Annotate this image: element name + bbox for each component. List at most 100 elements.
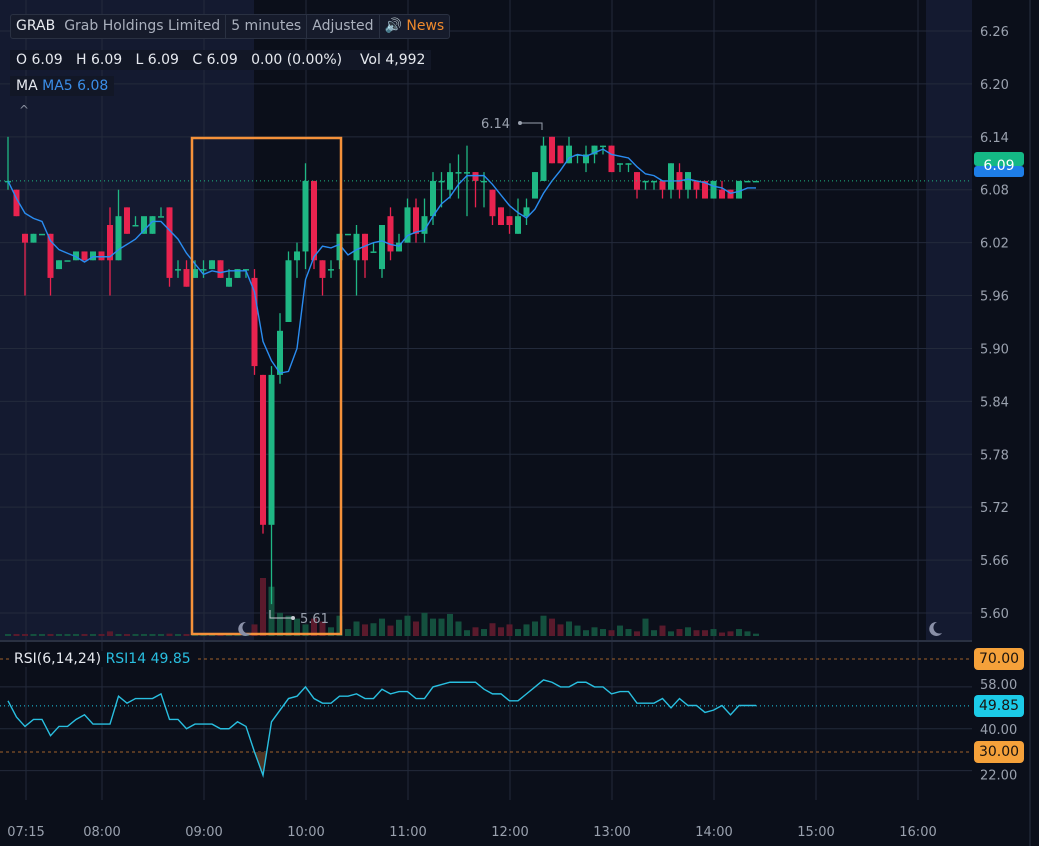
candle-body: [413, 207, 419, 234]
candle-body: [642, 180, 649, 183]
volume-bar: [319, 621, 326, 636]
low-marker-dot: [291, 616, 295, 620]
last-price-label: 6.09: [983, 158, 1014, 174]
ohlc-readout: O 6.09 H 6.09 L 6.09 C 6.09 0.00 (0.00%)…: [10, 50, 432, 70]
volume-bar: [149, 634, 156, 636]
candle-body: [693, 180, 700, 190]
volume-bar: [379, 618, 385, 636]
volume-bar: [736, 629, 742, 636]
volume-bar: [744, 631, 751, 636]
volume-bar: [362, 624, 368, 636]
price-tick-label: 6.08: [980, 184, 1009, 199]
volume-bar: [13, 634, 20, 636]
candle-body: [719, 189, 725, 199]
time-tick-label: 15:00: [797, 825, 834, 840]
candle-body: [166, 207, 173, 278]
volume-bar: [39, 634, 45, 636]
volume-bar: [353, 621, 360, 636]
candle-body: [600, 145, 606, 148]
rsi-line: [7, 679, 756, 779]
candle-body: [243, 269, 249, 271]
volume-bar: [659, 625, 666, 636]
volume-bar: [583, 630, 589, 636]
candle-body: [583, 154, 589, 164]
candle-body: [379, 224, 385, 270]
adjust-selector[interactable]: Adjusted: [307, 15, 380, 38]
candle-body: [549, 136, 555, 164]
candle-body: [234, 269, 241, 278]
candle-body: [124, 207, 130, 234]
premarket-shade: [0, 0, 254, 640]
price-tick-label: 5.96: [980, 290, 1009, 305]
volume-bar: [22, 634, 28, 636]
candle-body: [277, 330, 283, 375]
news-button[interactable]: 🔊 News: [380, 15, 450, 38]
candle-body: [489, 189, 496, 217]
price-tick-label: 5.72: [980, 501, 1009, 516]
time-tick-label: 12:00: [491, 825, 528, 840]
collapse-caret-icon[interactable]: ^: [19, 103, 30, 117]
volume-bar: [447, 613, 453, 636]
volume-bar: [557, 624, 564, 636]
candle-body: [515, 216, 521, 234]
candle-body: [73, 251, 79, 261]
volume-bar: [345, 629, 351, 636]
candle-body: [455, 172, 462, 174]
afterhours-shade: [926, 0, 972, 640]
volume-bar: [523, 624, 530, 636]
candle-body: [608, 145, 615, 173]
candle-body: [625, 163, 632, 165]
volume-bar: [124, 634, 130, 636]
volume-bar: [370, 623, 377, 636]
volume-bar: [56, 634, 62, 636]
volume-bar: [532, 621, 538, 636]
annotation-rectangle: [190, 136, 343, 636]
candle-body: [362, 233, 368, 261]
candle-body: [421, 216, 428, 234]
volume-bar: [540, 615, 547, 636]
candle-body: [13, 189, 20, 217]
candle-body: [30, 233, 37, 243]
volume-bar: [515, 629, 521, 636]
volume-bar: [600, 629, 606, 636]
candle-body: [328, 269, 334, 271]
volume-bar: [472, 627, 479, 636]
candle-body: [710, 180, 717, 199]
candle-body: [438, 180, 445, 183]
candle-body: [387, 216, 394, 252]
candle-body: [396, 242, 402, 252]
volume-bar: [5, 634, 11, 636]
candle-body: [591, 145, 598, 155]
volume-bar: [260, 578, 266, 636]
candle-body: [158, 216, 164, 218]
candle-body: [336, 233, 343, 261]
volume-bar: [175, 634, 181, 636]
volume-bar: [328, 627, 334, 636]
volume-bar: [81, 634, 88, 636]
volume-bar: [455, 621, 462, 636]
price-tick-label: 6.20: [980, 78, 1009, 93]
candle-body: [404, 207, 411, 243]
volume-bar: [294, 618, 300, 636]
low-marker-label: 5.61: [300, 612, 329, 627]
candle-body: [430, 180, 436, 217]
candle-body: [39, 233, 45, 236]
rsi-legend[interactable]: RSI(6,14,24) RSI14 49.85: [10, 651, 195, 667]
volume-bar: [166, 633, 173, 636]
symbol[interactable]: GRAB: [16, 18, 56, 34]
candle-body: [617, 163, 623, 165]
rsi-tick-label: 22.00: [980, 769, 1017, 784]
candle-body: [472, 172, 479, 181]
volume-bar: [506, 624, 513, 636]
candle-body: [132, 224, 139, 227]
candle-body: [64, 260, 71, 262]
interval-selector[interactable]: 5 minutes: [226, 15, 308, 38]
chart-header: GRAB Grab Holdings Limited 5 minutes Adj…: [10, 14, 451, 39]
candle-body: [727, 189, 734, 199]
candle-body: [353, 233, 360, 261]
ma-legend[interactable]: MA MA5 6.08: [10, 76, 115, 96]
candle-body: [634, 172, 640, 190]
volume-bar: [668, 631, 674, 636]
company-name: Grab Holdings Limited: [59, 15, 227, 38]
